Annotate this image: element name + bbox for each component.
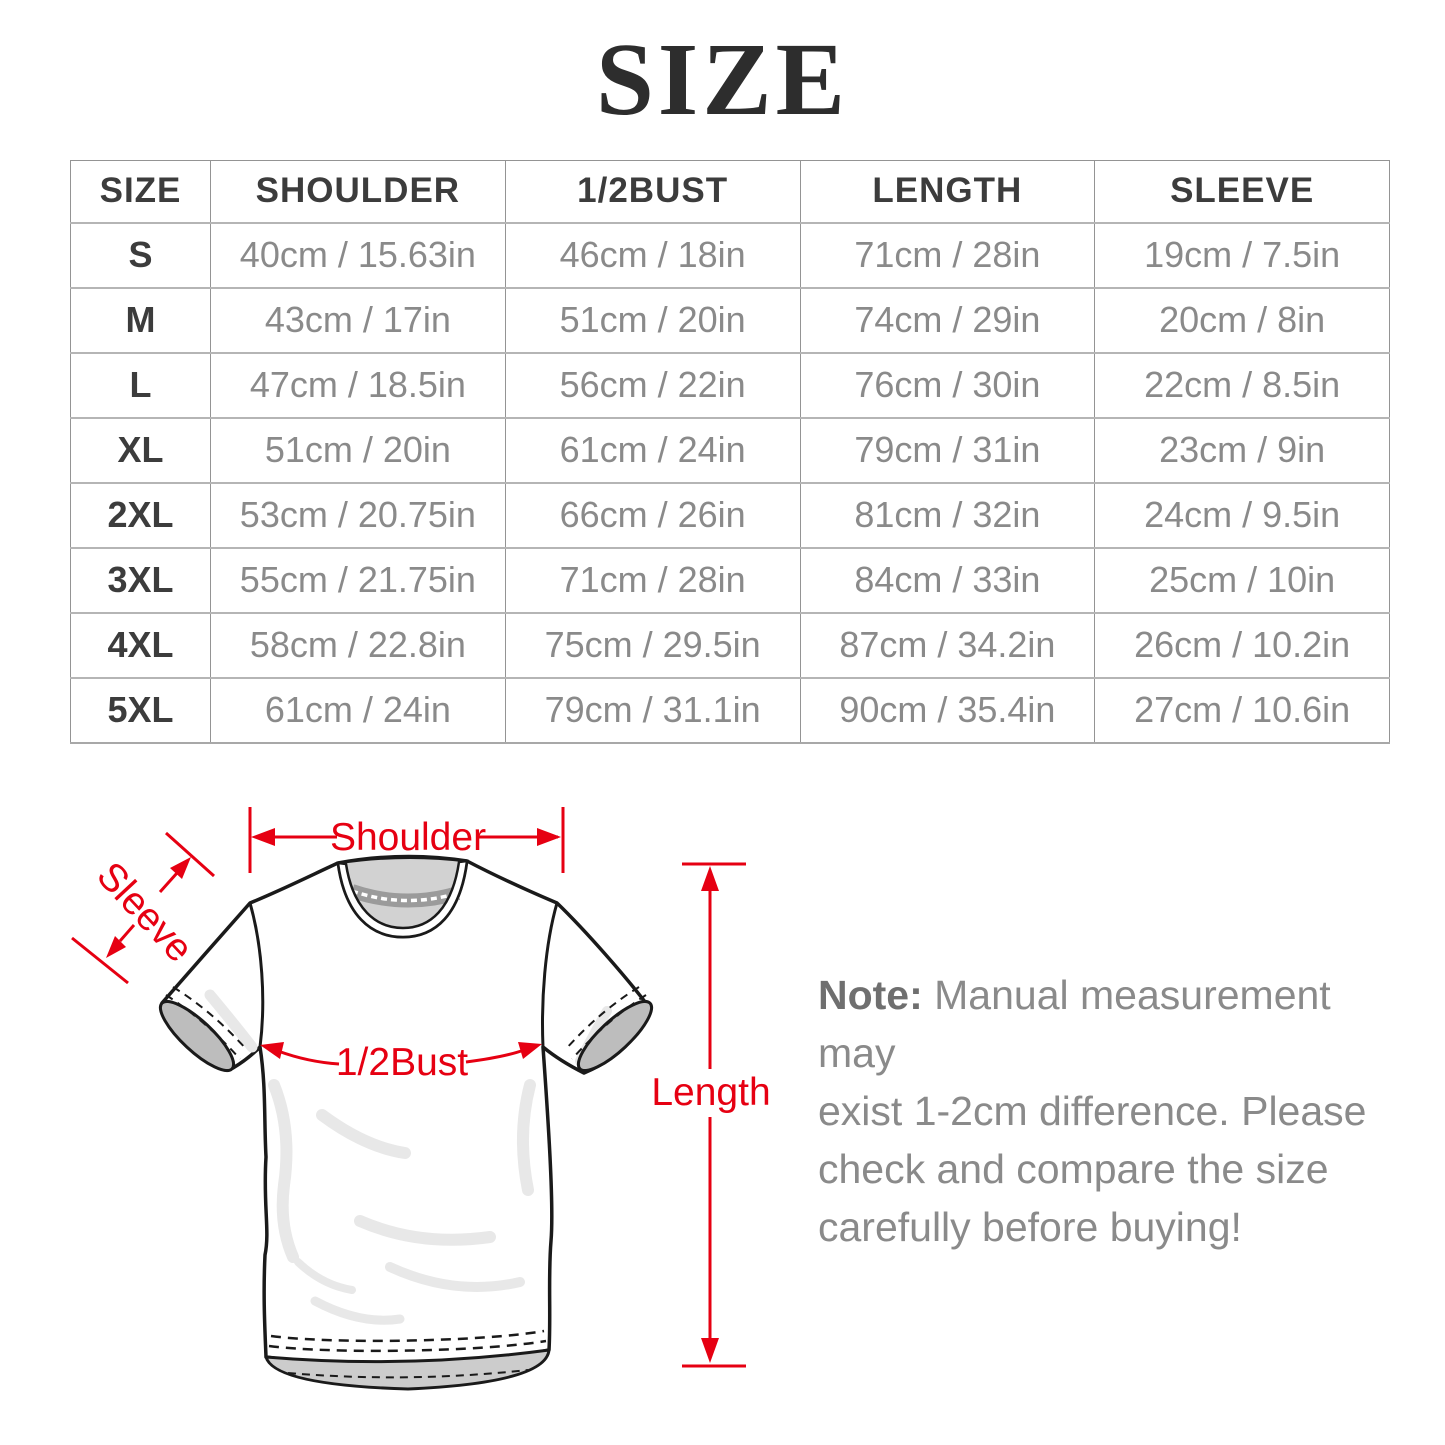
- measurement-cell: 74cm / 29in: [799, 286, 1096, 354]
- collar-stitch-dashes: [351, 889, 459, 903]
- length-arrow: Length: [651, 862, 771, 1368]
- note-line-4: carefully before buying!: [818, 1204, 1242, 1250]
- measurement-cell: 53cm / 20.75in: [210, 481, 506, 549]
- size-cell: 2XL: [70, 481, 211, 549]
- left-sleeve-opening: [158, 999, 236, 1073]
- measurement-cell: 84cm / 33in: [799, 546, 1096, 614]
- note-line-2: exist 1-2cm difference. Please: [818, 1088, 1367, 1134]
- shoulder-arrow: Shoulder: [248, 807, 565, 873]
- hem-fold-stitching: [287, 1369, 529, 1379]
- table-row: L 47cm / 18.5in 56cm / 22in 76cm / 30in 22cm…: [70, 351, 1390, 419]
- tshirt-measurement-diagram: Shoulder Sleeve 1/2Bust Length: [71, 807, 771, 1391]
- length-label: Length: [651, 1071, 770, 1114]
- measurement-cell: 75cm / 29.5in: [504, 611, 801, 679]
- measurement-cell: 25cm / 10in: [1094, 546, 1390, 614]
- table-row: 4XL 58cm / 22.8in 75cm / 29.5in 87cm / 34.2…: [70, 611, 1390, 679]
- measurement-cell: 43cm / 17in: [210, 286, 506, 354]
- column-header: 1/2BUST: [504, 160, 801, 224]
- table-row: S 40cm / 15.63in 46cm / 18in 71cm / 28in 19c…: [70, 221, 1390, 289]
- size-cell: XL: [70, 416, 211, 484]
- measurement-cell: 51cm / 20in: [210, 416, 506, 484]
- measurement-cell: 27cm / 10.6in: [1094, 676, 1390, 744]
- tshirt-illustration: [158, 854, 654, 1391]
- column-header: SIZE: [70, 160, 211, 224]
- measurement-cell: 79cm / 31.1in: [504, 676, 801, 744]
- right-sleeve-seam: [541, 902, 559, 1048]
- measurement-cell: 22cm / 8.5in: [1094, 351, 1390, 419]
- column-header: SHOULDER: [210, 160, 506, 224]
- measurement-cell: 19cm / 7.5in: [1094, 221, 1390, 289]
- size-table-body: S 40cm / 15.63in 46cm / 18in 71cm / 28in 19c…: [70, 221, 1390, 744]
- left-sleeve-seam: [248, 902, 265, 1048]
- measurement-cell: 46cm / 18in: [504, 221, 801, 289]
- column-header: SLEEVE: [1094, 160, 1390, 224]
- measurement-cell: 58cm / 22.8in: [210, 611, 506, 679]
- measurement-cell: 23cm / 9in: [1094, 416, 1390, 484]
- size-cell: M: [70, 286, 211, 354]
- measurement-cell: 51cm / 20in: [504, 286, 801, 354]
- note-line-1: Manual measurement may: [818, 972, 1331, 1076]
- size-cell: 3XL: [70, 546, 211, 614]
- measurement-cell: 55cm / 21.75in: [210, 546, 506, 614]
- bust-label: 1/2Bust: [336, 1041, 468, 1084]
- measurement-cell: 61cm / 24in: [504, 416, 801, 484]
- measurement-cell: 61cm / 24in: [210, 676, 506, 744]
- hem-stitching: [268, 1329, 547, 1353]
- measurement-cell: 20cm / 8in: [1094, 286, 1390, 354]
- shoulder-label: Shoulder: [330, 816, 486, 859]
- measurement-cell: 71cm / 28in: [504, 546, 801, 614]
- measurement-cell: 79cm / 31in: [799, 416, 1096, 484]
- measurement-cell: 66cm / 26in: [504, 481, 801, 549]
- page-title: SIZE: [595, 22, 850, 137]
- note-line-3: check and compare the size: [818, 1146, 1329, 1192]
- size-cell: L: [70, 351, 211, 419]
- collar-front-rib: [336, 859, 469, 939]
- bust-arrow: 1/2Bust: [260, 1041, 542, 1084]
- measurement-cell: 26cm / 10.2in: [1094, 611, 1390, 679]
- measurement-cell: 90cm / 35.4in: [799, 676, 1096, 744]
- table-row: 5XL 61cm / 24in 79cm / 31.1in 90cm / 35.4in…: [70, 676, 1390, 744]
- right-sleeve-opening: [576, 999, 654, 1073]
- table-row: 2XL 53cm / 20.75in 66cm / 26in 81cm / 32in 2…: [70, 481, 1390, 549]
- measurement-cell: 71cm / 28in: [799, 221, 1096, 289]
- sleeve-arrow: Sleeve: [71, 831, 216, 985]
- size-cell: 5XL: [70, 676, 211, 744]
- measurement-cell: 47cm / 18.5in: [210, 351, 506, 419]
- right-sleeve-stitching: [564, 986, 647, 1060]
- left-sleeve-stitching: [165, 986, 248, 1060]
- measurement-cell: 81cm / 32in: [799, 481, 1096, 549]
- measurement-cell: 40cm / 15.63in: [210, 221, 506, 289]
- table-row: M 43cm / 17in 51cm / 20in 74cm / 29in 20cm /…: [70, 286, 1390, 354]
- size-table: SIZE SHOULDER 1/2BUST LENGTH SLEEVE S 40cm / …: [70, 160, 1390, 744]
- table-header-row: SIZE SHOULDER 1/2BUST LENGTH SLEEVE: [70, 160, 1390, 224]
- hem-fold: [264, 1348, 551, 1391]
- size-cell: 4XL: [70, 611, 211, 679]
- measurement-cell: 87cm / 34.2in: [799, 611, 1096, 679]
- table-row: XL 51cm / 20in 61cm / 24in 79cm / 31in 23cm …: [70, 416, 1390, 484]
- note: Note: Manual measurement may exist 1-2cm…: [818, 966, 1393, 1256]
- column-header: LENGTH: [799, 160, 1096, 224]
- measurement-cell: 24cm / 9.5in: [1094, 481, 1390, 549]
- measurement-cell: 76cm / 30in: [799, 351, 1096, 419]
- measurement-cell: 56cm / 22in: [504, 351, 801, 419]
- size-cell: S: [70, 221, 211, 289]
- note-label: Note:: [818, 972, 923, 1018]
- table-row: 3XL 55cm / 21.75in 71cm / 28in 84cm / 33in 2…: [70, 546, 1390, 614]
